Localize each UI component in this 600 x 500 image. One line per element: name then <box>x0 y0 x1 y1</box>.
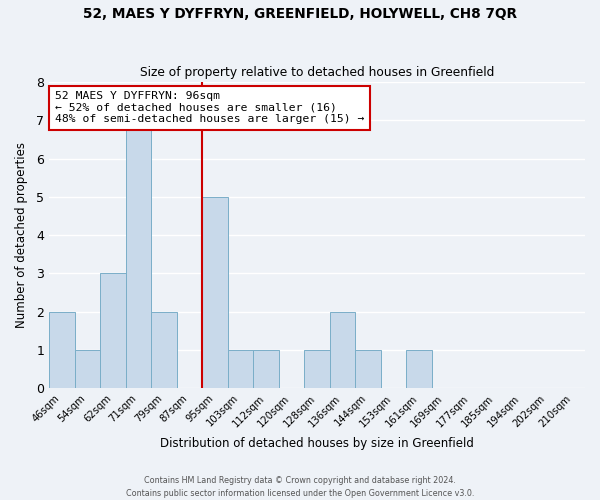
Bar <box>202 197 228 388</box>
Bar <box>100 274 126 388</box>
Bar <box>75 350 100 388</box>
Bar <box>228 350 253 388</box>
Title: Size of property relative to detached houses in Greenfield: Size of property relative to detached ho… <box>140 66 494 80</box>
Y-axis label: Number of detached properties: Number of detached properties <box>15 142 28 328</box>
Text: 52 MAES Y DYFFRYN: 96sqm
← 52% of detached houses are smaller (16)
48% of semi-d: 52 MAES Y DYFFRYN: 96sqm ← 52% of detach… <box>55 91 364 124</box>
Bar <box>49 312 75 388</box>
Bar <box>253 350 279 388</box>
X-axis label: Distribution of detached houses by size in Greenfield: Distribution of detached houses by size … <box>160 437 474 450</box>
Text: 52, MAES Y DYFFRYN, GREENFIELD, HOLYWELL, CH8 7QR: 52, MAES Y DYFFRYN, GREENFIELD, HOLYWELL… <box>83 8 517 22</box>
Text: Contains HM Land Registry data © Crown copyright and database right 2024.
Contai: Contains HM Land Registry data © Crown c… <box>126 476 474 498</box>
Bar <box>355 350 381 388</box>
Bar <box>330 312 355 388</box>
Bar <box>406 350 432 388</box>
Bar <box>304 350 330 388</box>
Bar <box>151 312 177 388</box>
Bar <box>126 120 151 388</box>
